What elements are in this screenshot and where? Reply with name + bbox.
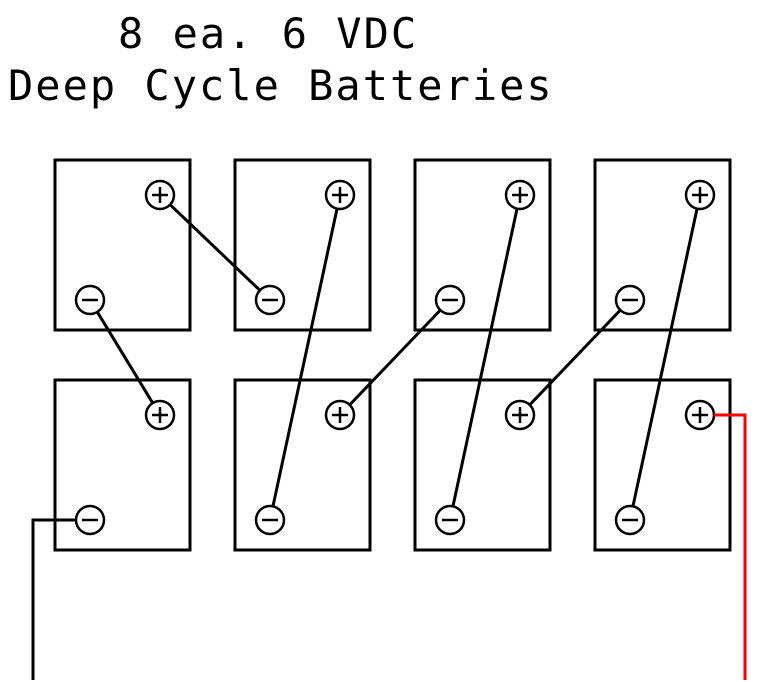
title-line-1: 8 ea. 6 VDC	[118, 9, 418, 58]
battery	[55, 380, 190, 550]
battery	[235, 160, 370, 330]
battery	[55, 160, 190, 330]
series-wire	[530, 310, 621, 405]
series-wire	[350, 310, 441, 405]
battery	[235, 380, 370, 550]
series-wire	[273, 209, 337, 507]
battery	[595, 380, 730, 550]
battery	[415, 380, 550, 550]
series-wire	[97, 312, 152, 403]
battery	[595, 160, 730, 330]
series-wire	[453, 209, 517, 507]
title-line-2: Deep Cycle Batteries	[8, 61, 554, 110]
series-wire	[170, 205, 260, 291]
battery	[415, 160, 550, 330]
series-wire	[633, 209, 697, 507]
